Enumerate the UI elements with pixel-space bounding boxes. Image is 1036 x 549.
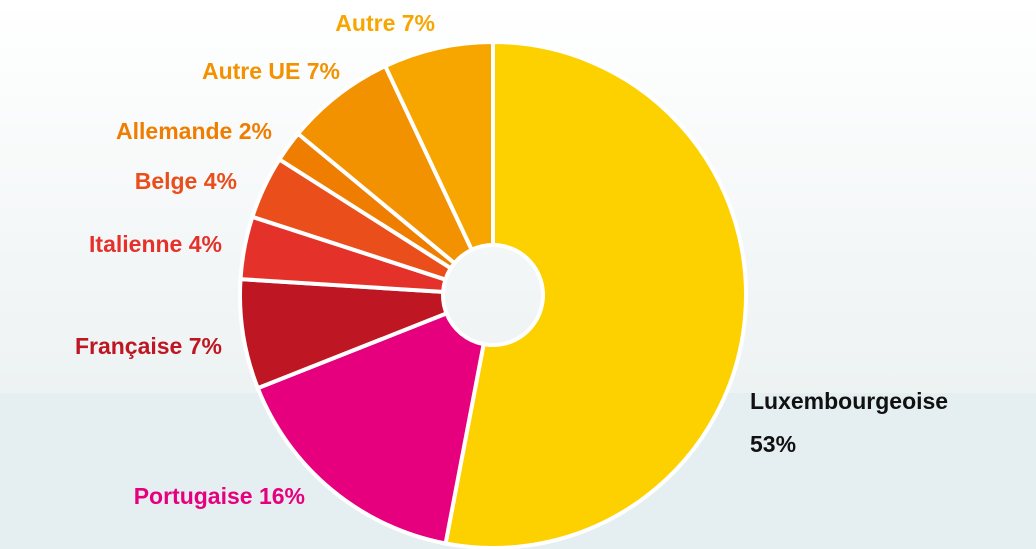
value-label: 7% xyxy=(307,58,340,84)
value-label: 53% xyxy=(750,431,796,457)
category-label: Italienne xyxy=(89,231,182,257)
value-label: 7% xyxy=(402,10,435,36)
pie-slice xyxy=(295,63,475,266)
slice-label: Italienne 4% xyxy=(89,231,222,257)
pie-slice xyxy=(443,39,748,549)
value-label: 4% xyxy=(204,168,237,194)
slice-label: Belge 4% xyxy=(135,168,237,194)
category-label: Autre xyxy=(335,10,395,36)
pie-slice xyxy=(382,39,495,253)
pie-slice xyxy=(238,276,450,391)
slice-label: Luxembourgeoise 53% xyxy=(750,388,948,457)
category-label: Portugaise xyxy=(134,483,253,509)
category-label: Belge xyxy=(135,168,198,194)
slice-label: Autre UE 7% xyxy=(202,58,340,84)
slice-label: Portugaise 16% xyxy=(134,483,305,509)
value-label: 4% xyxy=(189,231,222,257)
category-label: Allemande xyxy=(116,118,232,144)
slice-label: Française 7% xyxy=(75,333,222,359)
value-label: 7% xyxy=(189,333,222,359)
category-label: Autre UE xyxy=(202,58,300,84)
pie-slice xyxy=(255,310,486,546)
value-label: 2% xyxy=(239,118,272,144)
value-label: 16% xyxy=(259,483,305,509)
category-label: Française xyxy=(75,333,182,359)
slice-label: Allemande 2% xyxy=(116,118,272,144)
category-label: Luxembourgeoise xyxy=(750,388,948,414)
slice-label: Autre 7% xyxy=(335,10,435,36)
